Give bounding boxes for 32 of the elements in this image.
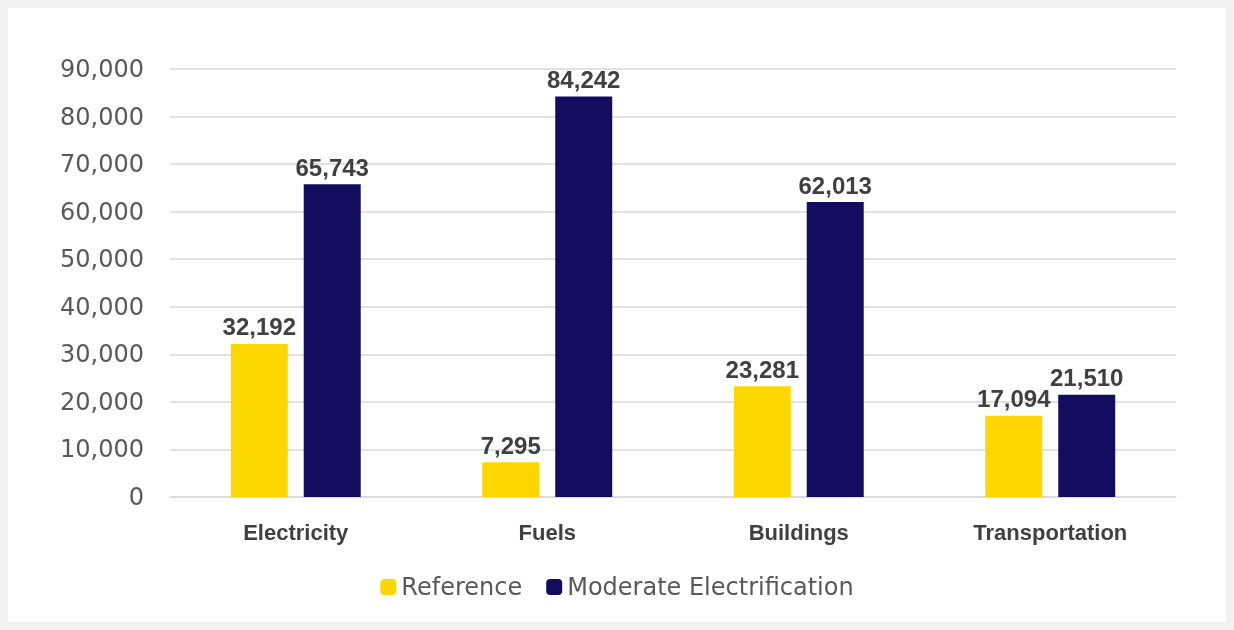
x-tick-label: Electricity [243,519,350,545]
data-label: 32,192 [222,313,296,341]
y-tick-label: 80,000 [60,102,144,131]
legend-label: Reference [401,573,523,601]
x-tick-label: Transportation [973,519,1128,545]
y-tick-label: 90,000 [60,55,144,83]
bar [230,343,288,497]
y-tick-label: 70,000 [60,150,144,179]
x-tick-label: Fuels [518,519,576,545]
bar [482,462,540,497]
y-tick-label: 60,000 [60,197,144,226]
legend-label: Moderate Electrification [567,573,854,601]
data-label: 84,242 [547,65,621,93]
y-tick-label: 20,000 [60,387,144,416]
y-tick-label: 30,000 [60,340,144,369]
y-tick-label: 40,000 [60,292,144,321]
bar [1058,394,1116,497]
bar [806,202,864,497]
data-label: 23,281 [725,355,799,383]
bar [303,184,361,497]
y-tick-label: 50,000 [60,245,144,274]
bar [985,415,1043,497]
data-label: 65,743 [295,153,369,181]
x-tick-label: Buildings [748,519,849,545]
y-tick-label: 10,000 [60,435,144,464]
bar [555,96,613,497]
bar [733,386,791,497]
data-label: 7,295 [480,431,541,459]
y-tick-label: 0 [128,483,144,511]
data-label: 21,510 [1050,364,1124,392]
data-label: 17,094 [977,385,1052,413]
data-label: 62,013 [798,171,872,199]
